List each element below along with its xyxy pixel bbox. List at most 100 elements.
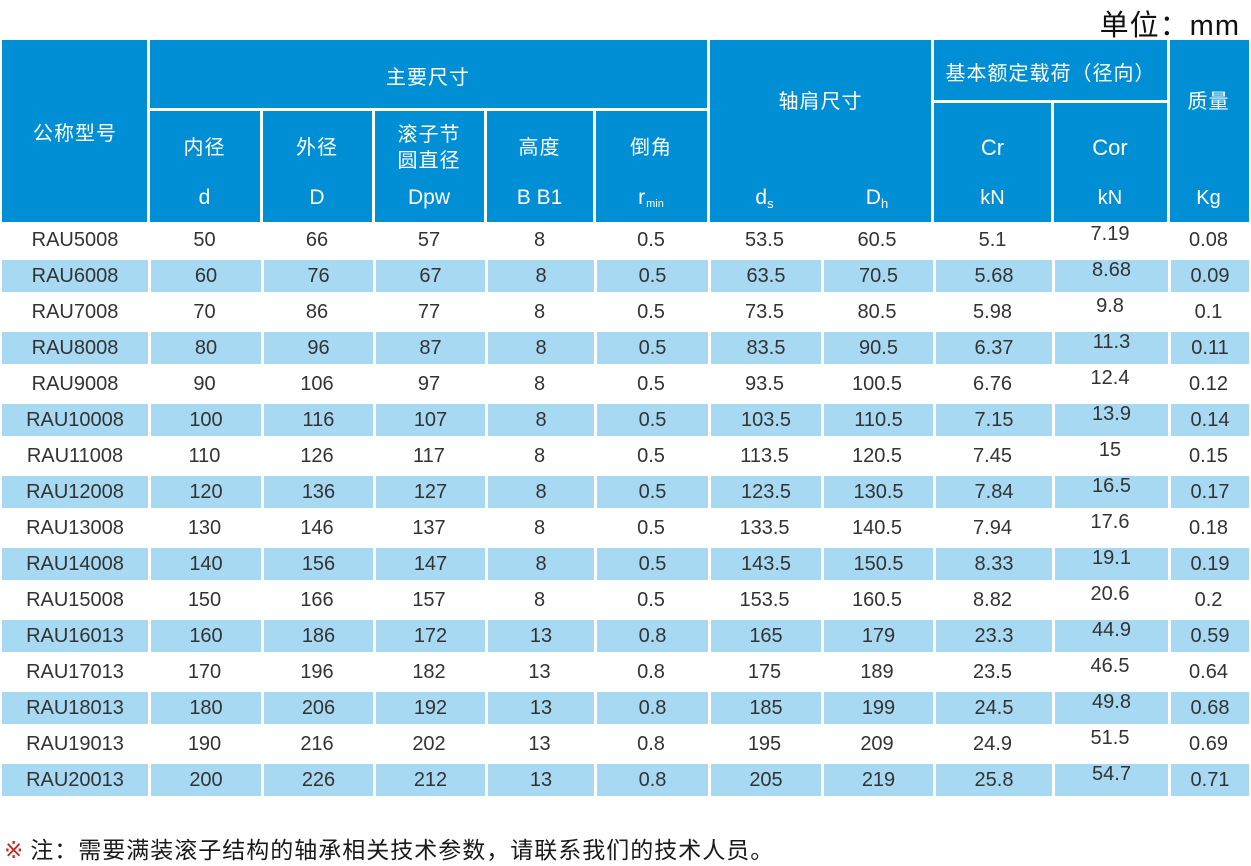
cell-Dpw: 107 bbox=[373, 402, 485, 438]
cell-D: 156 bbox=[261, 546, 373, 582]
cell-Cr: 5.68 bbox=[933, 258, 1052, 294]
cell-Cr: 24.5 bbox=[933, 690, 1052, 726]
cell-Dh: 120.5 bbox=[851, 444, 903, 467]
cell-ds: 205 bbox=[708, 762, 821, 798]
cell-ds: 153.5 bbox=[739, 588, 790, 611]
cell-r-min: 0.5 bbox=[637, 588, 665, 611]
cell-Cr: 5.98 bbox=[973, 300, 1012, 323]
cell-D: 216 bbox=[300, 732, 334, 755]
cell-Dpw: 157 bbox=[412, 588, 446, 611]
cell-r-min: 0.8 bbox=[637, 732, 665, 755]
cell-Dpw: 77 bbox=[417, 300, 441, 323]
cell-Cor: 16.5 bbox=[1052, 474, 1168, 510]
footnote-marker: ※ bbox=[4, 837, 25, 863]
outer-diameter-symbol: D bbox=[309, 186, 325, 209]
cell-Dpw: 57 bbox=[417, 228, 441, 251]
cell-d: 80 bbox=[148, 330, 261, 366]
cell-Dpw: 212 bbox=[373, 762, 485, 798]
cell-Cor: 20.6 bbox=[1090, 582, 1130, 605]
cell-model: RAU13008 bbox=[26, 516, 124, 539]
cell-Cr: 5.1 bbox=[978, 228, 1007, 251]
cell-Dh: 189 bbox=[860, 660, 894, 683]
cell-d: 140 bbox=[148, 546, 261, 582]
cell-Cor: 54.7 bbox=[1052, 762, 1168, 798]
cell-mass: 0.64 bbox=[1189, 660, 1228, 683]
table-row: RAU20013 200 226 212 13 0.8 205 219 25.8 54.7 0.71 bbox=[2, 762, 1249, 798]
cell-ds: 133.5 bbox=[739, 516, 790, 539]
cell-Cor: 46.5 bbox=[1090, 654, 1130, 677]
cell-model: RAU9008 bbox=[31, 372, 119, 395]
cell-ds: 195 bbox=[747, 732, 782, 755]
header-divider bbox=[372, 110, 375, 222]
table-row: RAU14008 140 156 147 8 0.5 143.5 150.5 8.33 19.1 0… bbox=[2, 546, 1249, 582]
cell-Cr: 7.45 bbox=[973, 444, 1012, 467]
cell-Dh: 90.5 bbox=[821, 330, 933, 366]
cell-Dpw: 192 bbox=[373, 690, 485, 726]
cell-r-min: 0.8 bbox=[637, 660, 665, 683]
cell-model: RAU8008 bbox=[2, 330, 148, 366]
cell-B-B1: 8 bbox=[533, 372, 546, 395]
cell-Cr: 7.15 bbox=[933, 402, 1052, 438]
cell-Cor: 19.1 bbox=[1052, 546, 1168, 582]
cell-Cor: 7.19 bbox=[1090, 222, 1130, 245]
cell-d: 120 bbox=[148, 474, 261, 510]
cell-B-B1: 8 bbox=[485, 330, 594, 366]
cell-D: 166 bbox=[300, 588, 334, 611]
cell-Dpw: 182 bbox=[412, 660, 446, 683]
cell-D: 106 bbox=[300, 372, 334, 395]
cell-ds: 103.5 bbox=[708, 402, 821, 438]
cell-Cor: 9.8 bbox=[1096, 294, 1124, 317]
cr-label: Cr bbox=[980, 135, 1005, 160]
cell-Cor: 17.6 bbox=[1090, 510, 1130, 533]
cell-mass: 0.2 bbox=[1194, 588, 1223, 611]
cell-Cr: 23.3 bbox=[933, 618, 1052, 654]
cell-mass: 0.12 bbox=[1189, 372, 1228, 395]
cell-D: 116 bbox=[261, 402, 373, 438]
cell-D: 226 bbox=[261, 762, 373, 798]
cell-Dh: 150.5 bbox=[821, 546, 933, 582]
cell-Cor: 44.9 bbox=[1052, 618, 1168, 654]
table-body: RAU5008 50 66 57 8 0.5 53.5 60.5 5.1 7.19 0.08 RAU6… bbox=[2, 222, 1249, 798]
chamfer-label: 倒角 bbox=[630, 137, 672, 159]
cell-B-B1: 13 bbox=[528, 732, 551, 755]
cell-Dh: 209 bbox=[860, 732, 894, 755]
cell-mass: 0.19 bbox=[1168, 546, 1249, 582]
table-row: RAU19013 190 216 202 13 0.8 195 209 24.9 51.5 0.69 bbox=[2, 726, 1249, 762]
cell-ds: 73.5 bbox=[745, 300, 784, 323]
cell-ds: 63.5 bbox=[708, 258, 821, 294]
cell-Cor: 12.4 bbox=[1090, 366, 1130, 389]
mass-unit: Kg bbox=[1196, 187, 1221, 209]
cell-B-B1: 13 bbox=[485, 618, 594, 654]
cell-Dpw: 117 bbox=[413, 444, 445, 467]
cell-ds: 185 bbox=[708, 690, 821, 726]
cell-D: 76 bbox=[261, 258, 373, 294]
cell-model: RAU19013 bbox=[26, 732, 124, 755]
cell-r-min: 0.5 bbox=[637, 516, 665, 539]
inner-diameter-label: 内径 bbox=[183, 137, 226, 159]
mass-label: 质量 bbox=[1187, 91, 1230, 113]
cell-Dh: 110.5 bbox=[821, 402, 933, 438]
cell-Cor: 11.3 bbox=[1052, 330, 1168, 366]
table-row: RAU17013 170 196 182 13 0.8 175 189 23.5 46.5 0.64 bbox=[2, 654, 1249, 690]
cell-Cr: 7.84 bbox=[933, 474, 1052, 510]
cell-mass: 0.11 bbox=[1168, 330, 1249, 366]
cell-mass: 0.17 bbox=[1168, 474, 1249, 510]
cell-D: 86 bbox=[305, 300, 329, 323]
cell-d: 90 bbox=[193, 372, 216, 395]
cell-ds: 113.5 bbox=[740, 444, 789, 467]
cell-Dh: 140.5 bbox=[851, 516, 903, 539]
cell-d: 180 bbox=[148, 690, 261, 726]
cell-d: 160 bbox=[148, 618, 261, 654]
cell-Dh: 80.5 bbox=[857, 300, 897, 323]
cell-Cr: 24.9 bbox=[973, 732, 1012, 755]
cell-Dh: 160.5 bbox=[851, 588, 903, 611]
cell-Dh: 100.5 bbox=[851, 372, 903, 395]
cell-Cr: 25.8 bbox=[933, 762, 1052, 798]
cell-Dpw: 97 bbox=[417, 372, 441, 395]
header-divider bbox=[931, 40, 934, 222]
cell-D: 206 bbox=[261, 690, 373, 726]
cell-r-min: 0.5 bbox=[637, 300, 665, 323]
header-divider bbox=[148, 108, 708, 111]
header-col-cor: Cor kN bbox=[1052, 102, 1168, 222]
